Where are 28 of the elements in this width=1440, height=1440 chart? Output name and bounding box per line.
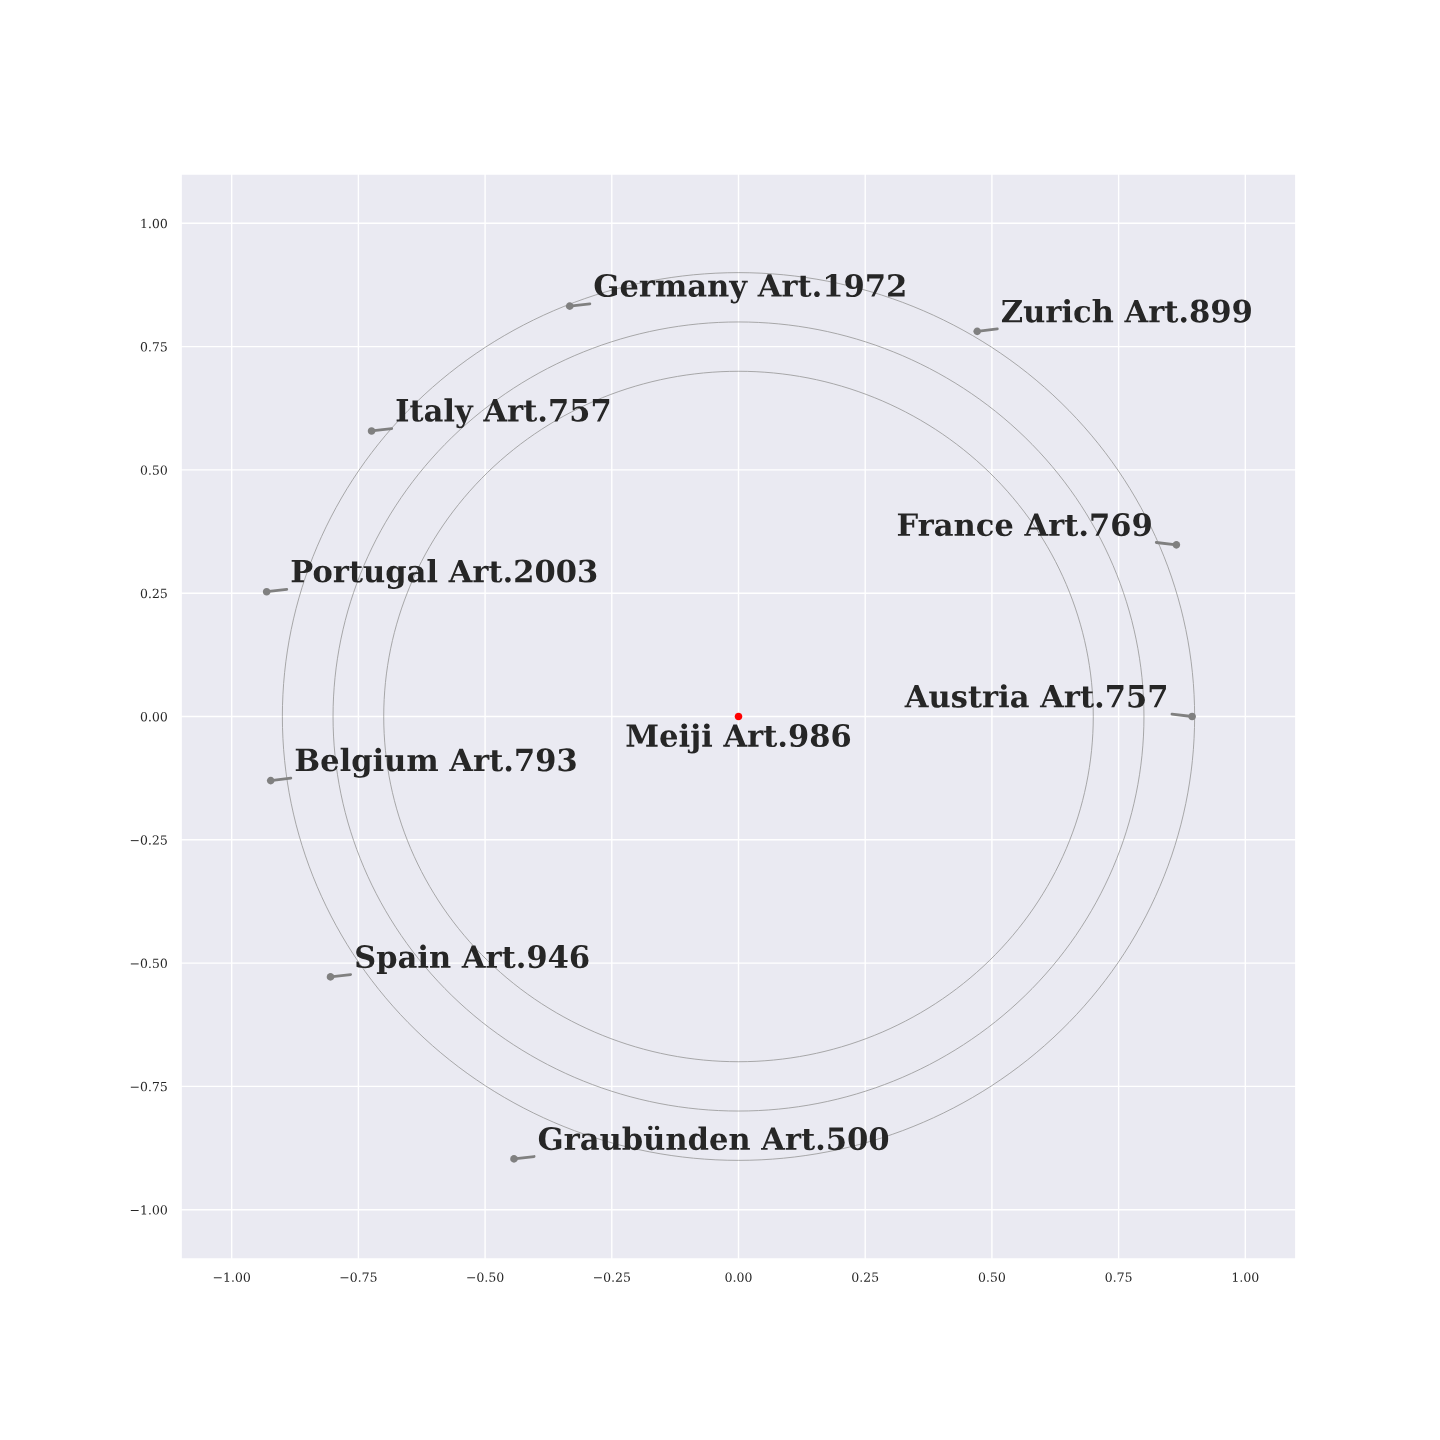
annotation: Portugal Art.2003 xyxy=(291,558,597,589)
annotation: Austria Art.757 xyxy=(904,684,1166,708)
x-tick-label: 0.75 xyxy=(1105,1272,1132,1282)
x-tick-label: 1.00 xyxy=(1232,1272,1259,1282)
y-tick-label: 0.00 xyxy=(140,711,167,722)
annotation: Italy Art.757 xyxy=(396,398,610,429)
y-tick-label: −1.00 xyxy=(130,1205,167,1215)
annotation: Zurich Art.899 xyxy=(1001,298,1251,323)
y-tick-label: 0.50 xyxy=(140,465,167,475)
annotation: Meiji Art.986 xyxy=(626,723,851,754)
y-tick-label: 0.25 xyxy=(140,588,167,599)
y-tick-label: −0.75 xyxy=(130,1081,167,1092)
y-tick-label: 1.00 xyxy=(141,218,167,229)
annotation: Spain Art.946 xyxy=(356,944,589,975)
x-tick-label: 0.50 xyxy=(978,1272,1005,1282)
x-tick-label: 0.00 xyxy=(725,1272,752,1282)
y-tick-label: 0.75 xyxy=(140,342,167,352)
x-tick-label: −1.00 xyxy=(213,1272,250,1282)
annotation: Germany Art.1972 xyxy=(594,273,905,304)
x-tick-label: −0.50 xyxy=(467,1272,504,1282)
x-tick-label: 0.25 xyxy=(852,1272,879,1282)
annotation: France Art.769 xyxy=(897,513,1151,537)
annotation: Belgium Art.793 xyxy=(295,747,576,778)
annotation: Graubünden Art.500 xyxy=(538,1125,889,1151)
x-tick-label: −0.75 xyxy=(340,1272,377,1282)
x-tick-label: −0.25 xyxy=(593,1272,630,1282)
y-tick-label: −0.50 xyxy=(130,958,167,969)
y-tick-label: −0.25 xyxy=(130,835,167,845)
